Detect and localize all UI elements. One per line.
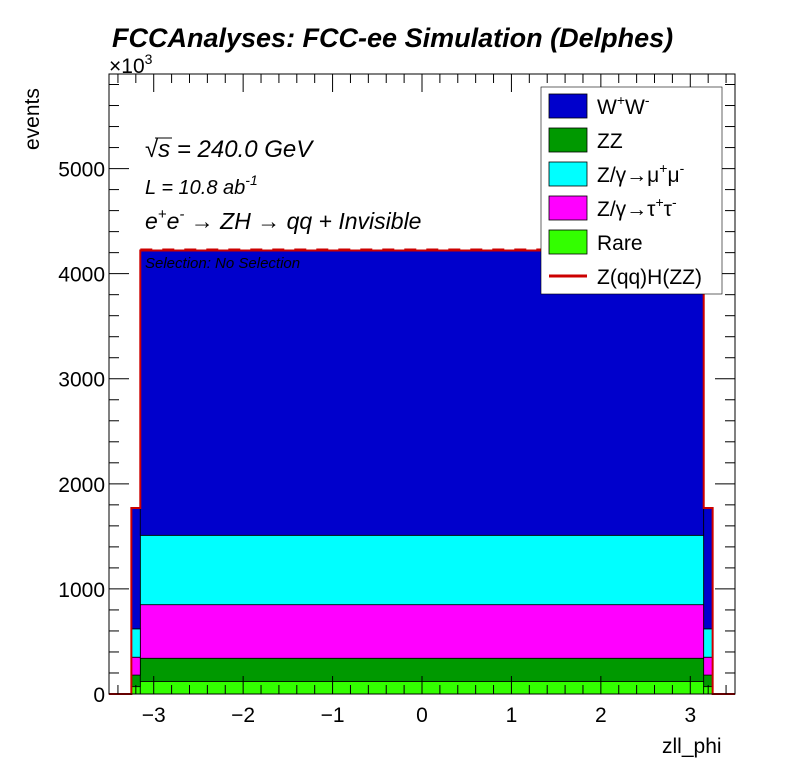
y-tick-label: 5000	[58, 159, 105, 182]
legend-label-3: Z/γ→τ+τ-	[597, 194, 677, 221]
legend-swatch-0	[548, 93, 588, 119]
bar-ww-bin-1	[130, 507, 141, 630]
legend-label-2: Z/γ→μ+μ-	[597, 160, 685, 187]
signal-outline	[109, 249, 735, 695]
bar-ww-bin-3	[703, 507, 714, 630]
y-tick-label: 2000	[58, 474, 105, 497]
x-tick-label: −3	[142, 704, 166, 727]
y-axis-label: events	[21, 88, 44, 150]
legend-swatch-3	[548, 195, 588, 221]
annotations: √s = 240.0 GeV L = 10.8 ab-1 e+e- → ZH →…	[145, 136, 421, 272]
selection-annotation: Selection: No Selection	[145, 255, 300, 272]
legend-label-0: W+W-	[597, 92, 650, 119]
y-tick-label: 0	[93, 684, 105, 707]
bar-zz-bin-1	[130, 674, 141, 688]
legend-swatch-1	[548, 127, 588, 153]
legend-label-1: ZZ	[597, 130, 623, 153]
bar-z-bin-3	[703, 628, 714, 658]
legend-label-5: Z(qq)H(ZZ)	[597, 266, 702, 289]
x-tick-label: 1	[506, 704, 518, 727]
sqrt-s-annotation: √s = 240.0 GeV	[145, 136, 314, 163]
bar-z-bin-1	[130, 656, 141, 676]
luminosity-annotation: L = 10.8 ab-1	[145, 172, 258, 199]
legend-label-4: Rare	[597, 232, 643, 255]
bar-z-bin-2	[139, 604, 705, 659]
y-tick-label: 4000	[58, 264, 105, 287]
y-multiplier: ×103	[109, 51, 153, 78]
bar-zz-bin-3	[703, 674, 714, 688]
x-tick-label: 3	[684, 704, 696, 727]
legend: W+W- ZZ Z/γ→μ+μ- Z/γ→τ+τ- Rare Z(qq)H(ZZ)	[540, 86, 723, 295]
legend-box	[540, 86, 723, 295]
legend-swatch-2	[548, 161, 588, 187]
x-tick-label: −2	[231, 704, 255, 727]
legend-swatch-4	[548, 229, 588, 255]
y-tick-label: 3000	[58, 369, 105, 392]
x-axis-label: zll_phi	[662, 735, 722, 758]
x-tick-label: 2	[595, 704, 607, 727]
axes: 0 1000 2000 3000 4000 5000 −3 −2 −1 0 1 2 3	[58, 73, 736, 727]
process-annotation: e+e- → ZH → qq + Invisible	[145, 206, 421, 234]
bar-z-bin-3	[703, 656, 714, 676]
histogram-stack	[130, 250, 714, 695]
bar-ww-bin-2	[139, 250, 705, 536]
x-tick-label: −1	[321, 704, 345, 727]
bar-z-bin-2	[139, 534, 705, 606]
x-tick-label: 0	[416, 704, 428, 727]
y-tick-label: 1000	[58, 579, 105, 602]
chart-title: FCCAnalyses: FCC-ee Simulation (Delphes)	[112, 23, 673, 53]
bar-z-bin-1	[130, 628, 141, 658]
